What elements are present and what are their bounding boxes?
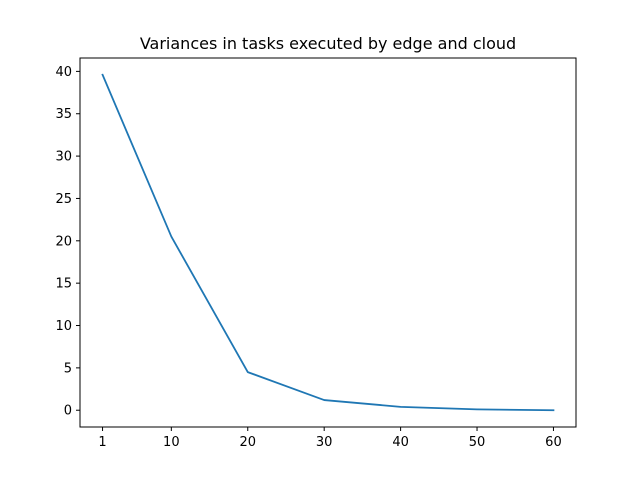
y-tick-label: 30 <box>55 150 72 165</box>
y-tick-label: 5 <box>64 361 72 376</box>
y-axis: 0 5 10 15 20 25 30 35 40 <box>55 65 80 419</box>
x-axis: 1 10 20 30 40 50 60 <box>98 427 562 450</box>
x-tick-label: 20 <box>239 435 256 450</box>
x-tick-label: 50 <box>469 435 486 450</box>
series-line <box>101 73 555 412</box>
series-layer <box>101 73 555 412</box>
y-tick-label: 40 <box>55 65 72 80</box>
x-tick-label: 10 <box>163 435 180 450</box>
y-tick-label: 10 <box>55 319 72 334</box>
y-tick-label: 0 <box>64 404 72 419</box>
plot-area-frame <box>79 57 577 428</box>
y-tick-label: 15 <box>55 277 72 292</box>
y-tick-label: 20 <box>55 234 72 249</box>
chart-title: Variances in tasks executed by edge and … <box>140 34 516 53</box>
y-tick-label: 25 <box>55 192 72 207</box>
x-tick-label: 1 <box>98 435 106 450</box>
x-tick-label: 30 <box>316 435 333 450</box>
y-tick-label: 35 <box>55 107 72 122</box>
x-tick-label: 40 <box>392 435 409 450</box>
x-tick-label: 60 <box>545 435 562 450</box>
